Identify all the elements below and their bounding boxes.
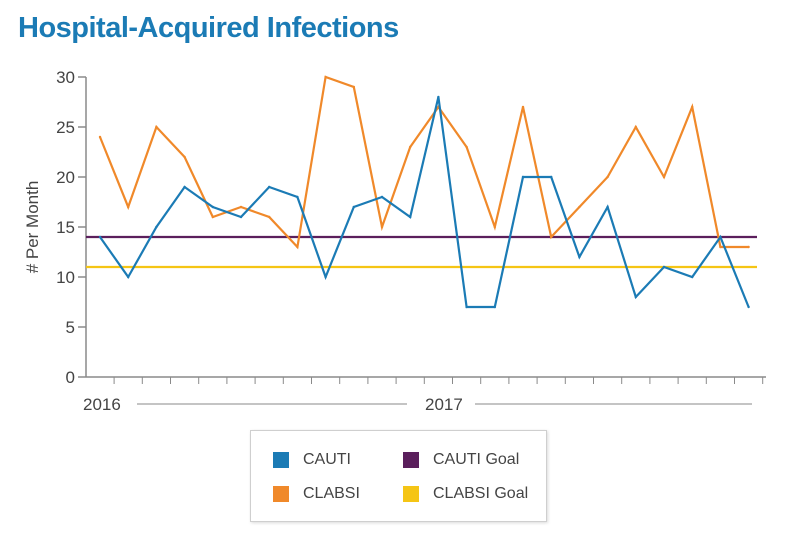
data-point-cauti <box>465 305 468 309</box>
data-point-clabsi <box>296 245 299 249</box>
data-point-clabsi <box>155 125 158 129</box>
legend-swatch-clabsi <box>273 486 289 502</box>
data-point-cauti <box>521 175 525 179</box>
data-point-cauti <box>662 265 666 269</box>
data-point-clabsi <box>465 145 468 149</box>
series-line-cauti <box>99 96 750 309</box>
data-point-cauti <box>606 205 609 209</box>
data-point-clabsi <box>634 125 637 129</box>
data-point-cauti <box>239 215 243 219</box>
legend-item-clabsi: CLABSI <box>273 485 360 503</box>
data-point-clabsi <box>98 135 102 139</box>
data-point-cauti <box>493 305 496 309</box>
data-point-clabsi <box>352 85 355 89</box>
data-point-cauti <box>324 275 327 279</box>
legend-item-cauti-goal: CAUTI Goal <box>403 451 519 469</box>
data-point-clabsi <box>324 75 327 79</box>
data-point-clabsi <box>521 105 525 109</box>
data-point-clabsi <box>127 205 130 209</box>
data-point-cauti <box>183 185 186 189</box>
data-point-cauti <box>98 235 102 239</box>
data-point-clabsi <box>211 215 214 219</box>
y-tick-label: 15 <box>56 218 75 237</box>
y-tick-label: 25 <box>56 118 75 137</box>
data-point-cauti <box>211 205 214 209</box>
data-point-clabsi <box>550 235 553 239</box>
data-point-cauti <box>127 275 130 279</box>
series-line-clabsi <box>98 75 749 250</box>
y-tick-label: 10 <box>56 268 75 287</box>
data-point-cauti <box>634 295 637 299</box>
data-point-cauti <box>719 235 722 239</box>
data-point-clabsi <box>183 155 186 159</box>
chart-legend: CAUTI CLABSI CAUTI Goal CLABSI Goal <box>250 430 547 522</box>
data-point-cauti <box>268 185 271 189</box>
data-point-clabsi <box>719 245 722 249</box>
y-tick-label: 30 <box>56 68 75 87</box>
legend-item-clabsi-goal: CLABSI Goal <box>403 485 528 503</box>
y-tick-label: 0 <box>66 368 75 387</box>
legend-swatch-cauti <box>273 452 289 468</box>
y-tick-label: 5 <box>66 318 75 337</box>
data-point-cauti <box>691 275 694 279</box>
data-point-cauti <box>409 215 412 219</box>
data-point-cauti <box>380 195 384 199</box>
data-point-clabsi <box>493 225 496 229</box>
data-point-clabsi <box>268 215 271 219</box>
data-point-clabsi <box>380 225 384 229</box>
year-label-2017: 2017 <box>425 395 463 414</box>
data-point-cauti <box>747 305 750 309</box>
data-point-clabsi <box>662 175 666 179</box>
data-point-cauti <box>155 225 158 229</box>
y-axis-title: # Per Month <box>23 181 42 274</box>
data-point-cauti <box>550 175 553 179</box>
legend-item-cauti: CAUTI <box>273 451 351 469</box>
line-chart: 0 5 10 15 20 25 30 # Per Month 2016 2017 <box>23 68 766 414</box>
chart-title: Hospital-Acquired Infections <box>18 12 399 44</box>
data-point-clabsi <box>409 145 412 149</box>
data-point-cauti <box>296 195 299 199</box>
data-point-clabsi <box>691 105 694 109</box>
year-label-2016: 2016 <box>83 395 121 414</box>
legend-swatch-cauti-goal <box>403 452 419 468</box>
legend-label-cauti-goal: CAUTI Goal <box>433 451 520 468</box>
legend-label-clabsi: CLABSI <box>303 485 360 502</box>
y-tick-label: 20 <box>56 168 75 187</box>
data-point-clabsi <box>606 175 609 179</box>
data-point-clabsi <box>239 205 243 209</box>
data-point-clabsi <box>578 205 581 209</box>
data-point-clabsi <box>747 245 750 249</box>
data-point-cauti <box>437 95 440 99</box>
data-point-cauti <box>352 205 355 209</box>
data-point-cauti <box>578 255 581 259</box>
legend-swatch-clabsi-goal <box>403 486 419 502</box>
legend-label-cauti: CAUTI <box>303 451 351 468</box>
legend-label-clabsi-goal: CLABSI Goal <box>433 485 529 502</box>
